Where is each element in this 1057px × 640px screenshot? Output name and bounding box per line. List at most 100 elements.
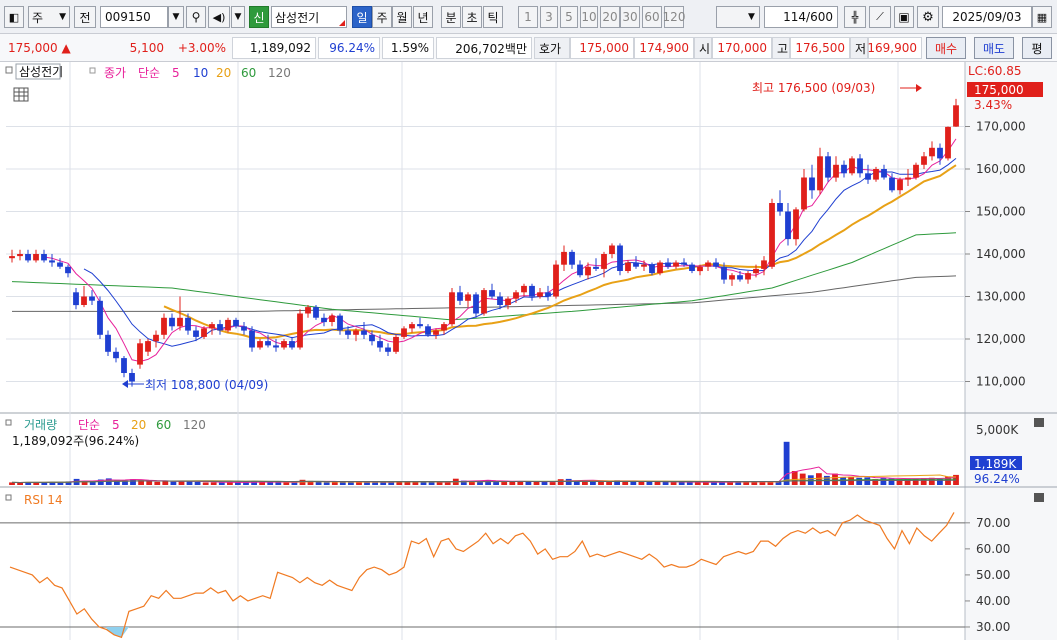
volume-bar bbox=[138, 480, 144, 485]
volume-bar bbox=[719, 482, 725, 485]
interval-tab-4[interactable]: 20 bbox=[600, 6, 620, 28]
candle-body bbox=[633, 262, 639, 267]
candle-body bbox=[585, 266, 591, 276]
candle-body bbox=[721, 266, 727, 280]
candle-body bbox=[57, 262, 63, 267]
price-tick-label: 120,000 bbox=[976, 332, 1026, 346]
candle-body bbox=[225, 319, 231, 331]
turnover-rate: 1.59% bbox=[382, 37, 434, 59]
candle-body bbox=[41, 254, 47, 261]
period-tab-0[interactable]: 일 bbox=[352, 6, 372, 28]
volume-bar bbox=[307, 480, 314, 485]
interval-tab-7[interactable]: 120 bbox=[663, 6, 685, 28]
volume-maximize-icon[interactable] bbox=[1034, 418, 1044, 427]
rsi-maximize-icon[interactable] bbox=[1034, 493, 1044, 502]
draw-tool-icon[interactable]: ⟋ bbox=[869, 6, 891, 28]
period-select[interactable]: 전 bbox=[74, 6, 96, 28]
candle-body bbox=[289, 341, 295, 348]
interval-tab-3[interactable]: 10 bbox=[580, 6, 598, 28]
interval-tab-5[interactable]: 30 bbox=[620, 6, 640, 28]
candle-body bbox=[369, 334, 375, 342]
up-arrow-icon: ▲ bbox=[61, 41, 71, 55]
candle-body bbox=[321, 317, 327, 323]
price-change: 5,100 bbox=[129, 41, 164, 55]
volume-bar bbox=[501, 481, 508, 485]
stock-chart[interactable]: 110,000 120,000 130,000 140,000 150,000 160,0… bbox=[0, 62, 1057, 640]
price-tick-label: 160,000 bbox=[976, 162, 1026, 176]
save-icon[interactable]: ▣ bbox=[894, 6, 914, 28]
date-input[interactable]: 2025/09/03 bbox=[942, 6, 1032, 28]
period-tab-4[interactable]: 분 bbox=[441, 6, 461, 28]
count-input[interactable]: 114/600 bbox=[764, 6, 838, 28]
options-dropdown-button[interactable]: ▼ bbox=[231, 6, 245, 28]
interval-tab-2[interactable]: 5 bbox=[560, 6, 578, 28]
candle-body bbox=[193, 330, 199, 337]
period-tab-2[interactable]: 월 bbox=[392, 6, 412, 28]
price-tick-label: 170,000 bbox=[976, 120, 1026, 134]
volume-bar bbox=[17, 482, 23, 485]
interval-tab-6[interactable]: 60 bbox=[642, 6, 662, 28]
volume-bar bbox=[130, 479, 136, 485]
candle-body bbox=[425, 326, 431, 335]
period-tab-3[interactable]: 년 bbox=[413, 6, 433, 28]
volume-bar bbox=[549, 482, 556, 485]
volume-bar bbox=[703, 482, 709, 485]
stock-name-field[interactable]: 삼성전기 bbox=[271, 6, 347, 28]
panel-toggle-icon[interactable] bbox=[5, 66, 13, 74]
volume-bar bbox=[404, 481, 411, 485]
period-tab-5[interactable]: 초 bbox=[462, 6, 482, 28]
price-panel-title[interactable]: 삼성전기 bbox=[19, 65, 63, 79]
volume-ma120-line bbox=[11, 479, 957, 484]
gear-icon[interactable]: ⚙ bbox=[917, 6, 939, 28]
period-tab-6[interactable]: 틱 bbox=[483, 6, 503, 28]
volume-bar bbox=[912, 478, 919, 485]
stock-code-input[interactable]: 009150 bbox=[100, 6, 168, 28]
sell-button[interactable]: 매도 bbox=[974, 37, 1014, 59]
volume-bar bbox=[573, 480, 580, 485]
volume-bar bbox=[396, 481, 403, 485]
volume-bar bbox=[735, 481, 742, 485]
speaker-icon[interactable]: ◀) bbox=[208, 6, 230, 28]
interval-tab-1[interactable]: 3 bbox=[540, 6, 558, 28]
layout-icon[interactable]: ◧ bbox=[4, 6, 24, 28]
candle-body bbox=[481, 290, 487, 314]
volume-bar bbox=[41, 482, 48, 485]
open-label: 시 bbox=[694, 37, 712, 59]
volume-bar bbox=[348, 482, 354, 485]
calendar-icon[interactable]: ▦ bbox=[1032, 6, 1052, 28]
interval-tab-0[interactable]: 1 bbox=[518, 6, 538, 28]
buy-button[interactable]: 매수 bbox=[926, 37, 966, 59]
trade-amount: 206,702백만 bbox=[436, 37, 532, 59]
volume-current-text: 1,189,092주(96.24%) bbox=[12, 434, 139, 448]
search-icon[interactable]: ⚲ bbox=[186, 6, 206, 28]
volume-bar bbox=[791, 471, 798, 485]
candle-body bbox=[761, 260, 767, 269]
volume-bar bbox=[694, 482, 701, 485]
legend-ma10: 10 bbox=[193, 66, 208, 80]
rsi-toggle-icon[interactable] bbox=[5, 494, 12, 501]
candle-body bbox=[697, 266, 703, 272]
volume-bar bbox=[178, 480, 185, 485]
candle-body bbox=[209, 324, 215, 329]
rsi-tick-label: 50.00 bbox=[976, 568, 1010, 582]
volume-bar bbox=[525, 481, 532, 485]
period-tab-1[interactable]: 주 bbox=[372, 6, 392, 28]
volume-bar bbox=[81, 480, 88, 485]
volume-bar bbox=[533, 481, 540, 485]
table-view-icon[interactable] bbox=[13, 87, 29, 102]
volume-bar bbox=[420, 482, 427, 485]
volume-bar bbox=[315, 481, 322, 485]
candle-body bbox=[361, 330, 367, 335]
price-tick-label: 150,000 bbox=[976, 205, 1026, 219]
candle-body bbox=[353, 330, 359, 335]
low-annotation: 최저 108,800 (04/09) bbox=[145, 378, 268, 392]
volume-toggle-icon[interactable] bbox=[5, 419, 12, 426]
code-dropdown-button[interactable]: ▼ bbox=[168, 6, 184, 28]
market-select[interactable]: 주 ▼ bbox=[28, 6, 70, 28]
crosshair-icon[interactable]: ╬ bbox=[844, 6, 866, 28]
eval-button[interactable]: 평 bbox=[1022, 37, 1052, 59]
interval-dropdown-button[interactable]: ▼ bbox=[744, 6, 760, 28]
candle-body bbox=[553, 264, 559, 297]
volume-bar bbox=[783, 441, 790, 485]
volume-bar bbox=[146, 481, 153, 485]
